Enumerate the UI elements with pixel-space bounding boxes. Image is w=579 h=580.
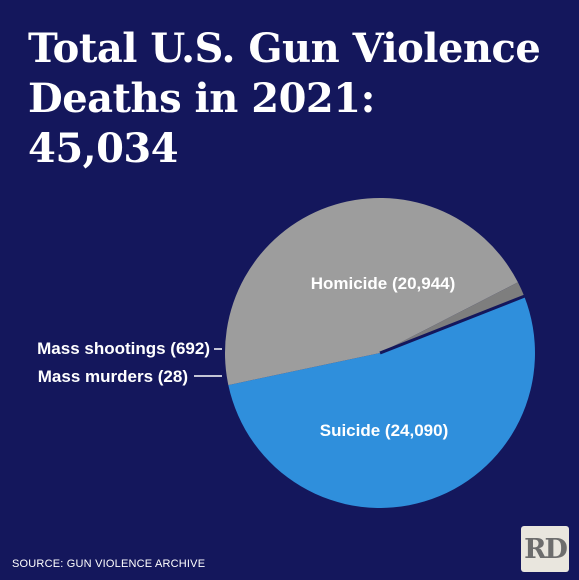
chart-title: Total U.S. Gun Violence Deaths in 2021: …	[28, 24, 558, 174]
pie-slice-suicide	[228, 296, 535, 508]
data-label-homicide: Homicide (20,944)	[311, 274, 456, 293]
pie-slice-mass-shootings	[380, 282, 525, 353]
title-line-2: Deaths in 2021:	[28, 75, 375, 122]
title-total: 45,034	[28, 125, 179, 172]
rd-logo: RD	[521, 526, 569, 572]
pie-labels: Homicide (20,944) Suicide (24,090) Mass sh…	[37, 274, 455, 440]
pie-slices	[224, 197, 535, 508]
slice-separator	[379, 294, 526, 355]
source-note: SOURCE: GUN VIOLENCE ARCHIVE	[12, 558, 206, 570]
data-label-mass-shootings: Mass shootings (692)	[37, 339, 210, 358]
title-line-1: Total U.S. Gun Violence	[28, 25, 541, 72]
data-label-suicide: Suicide (24,090)	[320, 421, 449, 440]
pie-slice-homicide	[224, 197, 518, 386]
data-label-mass-murders: Mass murders (28)	[38, 367, 188, 386]
